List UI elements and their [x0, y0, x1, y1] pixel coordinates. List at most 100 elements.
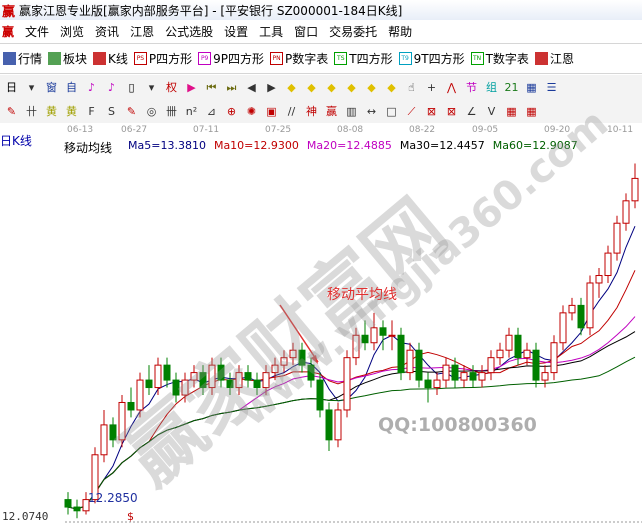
report-icon[interactable]: ☰ [546, 80, 557, 94]
parallel-lines-icon[interactable]: 卄 [26, 104, 37, 118]
move-left-icon[interactable]: ◆ [287, 80, 296, 94]
toolbar-button[interactable]: PS P四方形 [133, 50, 192, 67]
hand-icon[interactable]: ☝ [408, 80, 415, 94]
candle-body [550, 342, 558, 374]
title-bar: 赢 赢家江恩专业版[赢家内部服务平台] - [平安银行 SZ000001-184… [0, 0, 642, 20]
toolbar-button[interactable]: 行情 [3, 50, 42, 67]
self-select-icon[interactable]: 自 [66, 80, 77, 94]
candle-body [199, 372, 207, 389]
grid-lines-icon[interactable]: 卌 [166, 104, 177, 118]
menu-item[interactable]: 交易委托 [329, 24, 378, 39]
menu-logo[interactable]: 赢 [2, 24, 15, 39]
menu-item[interactable]: 设置 [224, 24, 249, 39]
slash-icon[interactable]: // [287, 104, 296, 118]
candle-body [316, 379, 324, 411]
pen-icon[interactable]: ✎ [6, 104, 17, 118]
last-icon[interactable]: ⏭ [226, 80, 237, 94]
candle-body [577, 304, 585, 329]
date-tick: 09-20 [544, 125, 571, 135]
n2-icon[interactable]: n² [185, 104, 198, 118]
menu-item[interactable]: 浏览 [60, 24, 85, 39]
toolbar-button[interactable]: P9 9P四方形 [198, 50, 264, 67]
gold-section-icon[interactable]: 黄 [66, 104, 77, 118]
shrink-icon[interactable]: ◆ [347, 80, 356, 94]
indicator-3-icon[interactable]: ♪ [87, 80, 96, 94]
period-day-icon[interactable]: 日 [6, 80, 17, 94]
calendar-icon[interactable]: 21 [504, 80, 519, 94]
candle-body [433, 379, 441, 389]
rights-icon[interactable]: 权 [166, 80, 177, 94]
candle-body [100, 424, 108, 456]
flag-icon[interactable]: ▶ [187, 80, 196, 94]
ruler-scale-icon[interactable]: ▥ [346, 104, 357, 118]
toolbar-button[interactable]: K线 [93, 50, 128, 67]
calculator-icon[interactable]: ▦ [526, 80, 537, 94]
candlestick-chart[interactable]: 12.0740 12.2850 $ [0, 150, 642, 524]
date-tick: 06-13 [67, 125, 94, 135]
circle-icon[interactable]: ◎ [146, 104, 157, 118]
menu-item[interactable]: 窗口 [294, 24, 319, 39]
fibonacci-icon[interactable]: F [88, 104, 95, 118]
angle-icon[interactable]: ⊿ [206, 104, 217, 118]
square-icon[interactable]: ▣ [266, 104, 277, 118]
candle-body [388, 334, 396, 337]
fan-icon[interactable]: ⟋ [407, 104, 416, 118]
zoom-in-icon[interactable]: ◆ [367, 80, 376, 94]
menu-item[interactable]: 公式选股 [165, 24, 214, 39]
left-icon[interactable]: ◀ [247, 80, 256, 94]
v-icon[interactable]: V [487, 104, 496, 118]
candle-body [190, 372, 198, 381]
toolbar-button[interactable]: T9 9T四方形 [398, 50, 465, 67]
kline-type-label[interactable]: 日K线 [0, 134, 32, 148]
god-icon[interactable]: 神 [306, 104, 317, 118]
line-icon[interactable]: ⋀ [446, 80, 457, 94]
window-icon[interactable]: 窗 [46, 80, 57, 94]
crosshair-icon[interactable]: + [426, 80, 437, 94]
box-icon[interactable]: □ [386, 104, 397, 118]
menu-item[interactable]: 资讯 [95, 24, 120, 39]
p-number-table-icon: PN [270, 51, 284, 65]
ma-line-ma60 [67, 356, 636, 510]
toolbar-button[interactable]: 江恩 [534, 50, 574, 67]
menu-item[interactable]: 文件 [25, 24, 50, 39]
ma-legend-item: Ma10=12.9300 [213, 139, 299, 152]
indicator-name: 移动均线 [64, 141, 113, 155]
gann-box-icon[interactable]: ⊠ [426, 104, 437, 118]
win-icon[interactable]: 赢 [326, 104, 337, 118]
toolbar-button[interactable]: PN P数字表 [270, 50, 328, 67]
candle-type-icon[interactable]: ▯ [128, 80, 135, 94]
zoom-out-icon[interactable]: ◆ [387, 80, 396, 94]
target-icon[interactable]: ⊕ [226, 104, 237, 118]
gann-icon [534, 51, 548, 65]
right-icon[interactable]: ▶ [267, 80, 276, 94]
toolbar-button[interactable]: TS T四方形 [334, 50, 393, 67]
candle-body [226, 379, 234, 389]
combo-icon[interactable]: 组 [486, 80, 497, 94]
expand-icon[interactable]: ◆ [327, 80, 336, 94]
menu-item[interactable]: 江恩 [130, 24, 155, 39]
section-icon[interactable]: 节 [466, 80, 477, 94]
menu-item[interactable]: 工具 [259, 24, 284, 39]
indicator-9-icon[interactable]: ♪ [107, 80, 116, 94]
ma-legend-item: Ma30=12.4457 [399, 139, 485, 152]
grid-red2-icon[interactable]: ▦ [526, 104, 537, 118]
move-right-icon[interactable]: ◆ [307, 80, 316, 94]
candle-body [442, 364, 450, 381]
gold-ratio-icon[interactable]: 黄 [46, 104, 57, 118]
ruler-icon[interactable]: ✎ [126, 104, 137, 118]
first-icon[interactable]: ⏮ [206, 80, 217, 94]
dropdown-icon[interactable]: ▾ [28, 80, 35, 94]
menu-item[interactable]: 帮助 [388, 24, 413, 39]
candle-body [370, 327, 378, 344]
angle-line-icon[interactable]: ∠ [466, 104, 477, 118]
toolbar-button[interactable]: 板块 [48, 50, 87, 67]
toolbar-button[interactable]: TN T数字表 [470, 50, 529, 67]
menu-bar: 赢 文件 浏览 资讯 江恩 公式选股 设置 工具 窗口 交易委托 帮助 [0, 20, 642, 42]
dropdown-icon[interactable]: ▾ [148, 80, 155, 94]
grid-red-icon[interactable]: ▦ [506, 104, 517, 118]
wave-icon[interactable]: S [108, 104, 115, 118]
width-icon[interactable]: ↔ [366, 104, 377, 118]
gann-fan-icon[interactable]: ⊠ [446, 104, 457, 118]
candle-body [253, 379, 261, 389]
star-icon[interactable]: ✺ [246, 104, 257, 118]
